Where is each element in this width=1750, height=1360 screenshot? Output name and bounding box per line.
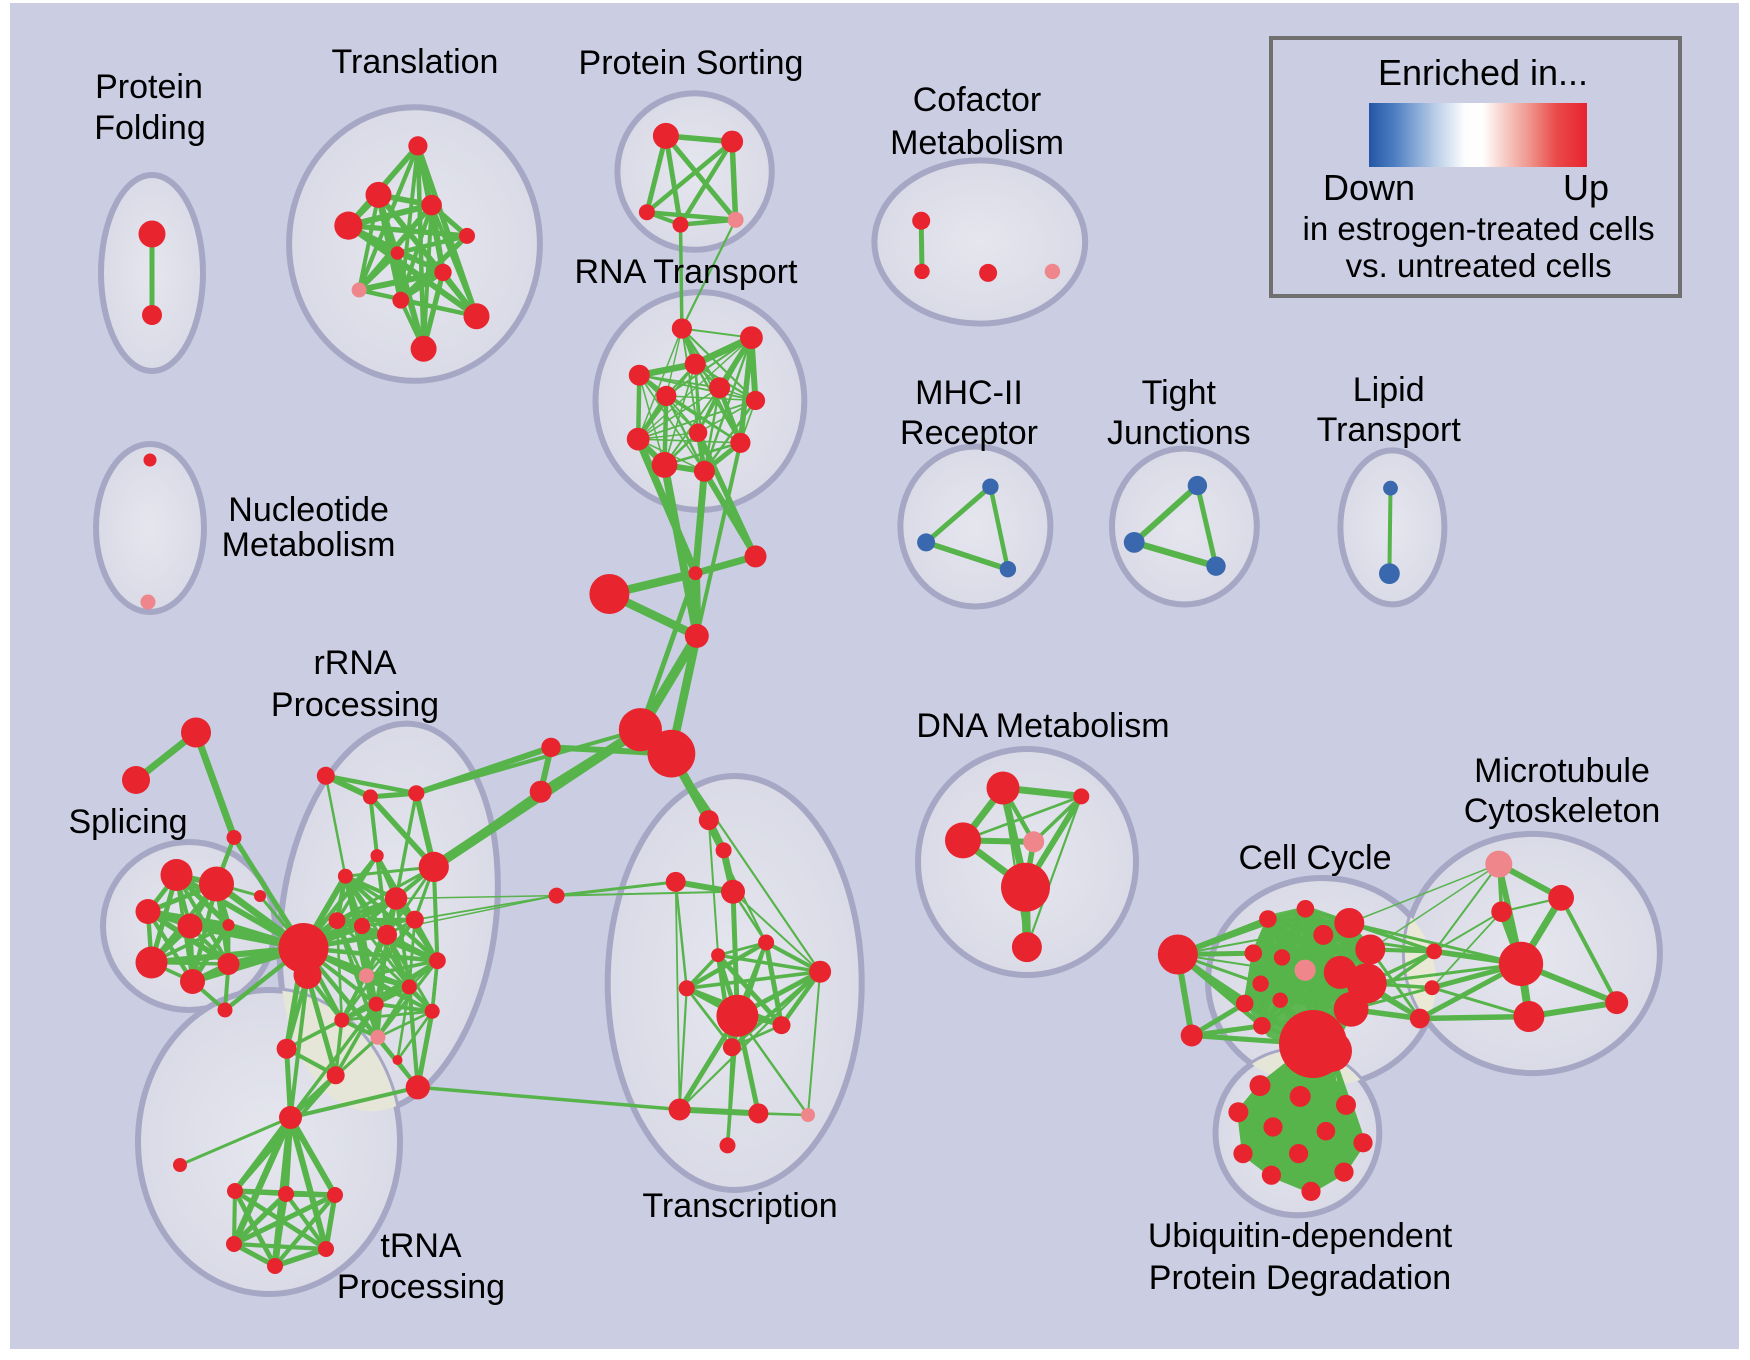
- svg-text:Transcription: Transcription: [642, 1187, 837, 1225]
- svg-text:Nucleotide: Nucleotide: [228, 491, 389, 529]
- svg-text:Processing: Processing: [271, 686, 439, 724]
- svg-text:Metabolism: Metabolism: [890, 124, 1064, 162]
- svg-text:DNA Metabolism: DNA Metabolism: [916, 707, 1169, 745]
- svg-text:vs. untreated cells: vs. untreated cells: [1346, 247, 1612, 284]
- svg-text:Tight: Tight: [1142, 374, 1217, 412]
- svg-text:Up: Up: [1563, 167, 1609, 208]
- svg-text:Splicing: Splicing: [68, 803, 187, 841]
- svg-text:Cytoskeleton: Cytoskeleton: [1464, 792, 1661, 830]
- svg-text:rRNA: rRNA: [313, 644, 396, 682]
- svg-text:Enriched in...: Enriched in...: [1378, 52, 1588, 93]
- svg-text:tRNA: tRNA: [380, 1227, 462, 1265]
- svg-text:Microtubule: Microtubule: [1474, 752, 1650, 790]
- svg-text:Translation: Translation: [332, 43, 499, 81]
- svg-text:Metabolism: Metabolism: [222, 526, 396, 564]
- svg-text:RNA Transport: RNA Transport: [575, 253, 799, 291]
- svg-text:Junctions: Junctions: [1107, 414, 1251, 452]
- svg-text:Cofactor: Cofactor: [913, 81, 1042, 119]
- svg-text:in estrogen-treated cells: in estrogen-treated cells: [1302, 210, 1654, 247]
- svg-text:Protein: Protein: [95, 68, 203, 106]
- svg-text:Ubiquitin-dependent: Ubiquitin-dependent: [1148, 1217, 1453, 1255]
- svg-text:Lipid: Lipid: [1353, 371, 1425, 409]
- svg-text:Processing: Processing: [337, 1268, 505, 1306]
- svg-text:Folding: Folding: [94, 109, 206, 147]
- svg-text:MHC-II: MHC-II: [915, 374, 1023, 412]
- svg-text:Cell Cycle: Cell Cycle: [1238, 839, 1391, 877]
- svg-text:Transport: Transport: [1317, 411, 1462, 449]
- svg-text:Protein Degradation: Protein Degradation: [1149, 1259, 1451, 1297]
- svg-text:Receptor: Receptor: [900, 414, 1038, 452]
- svg-text:Protein Sorting: Protein Sorting: [579, 44, 804, 82]
- svg-text:Down: Down: [1323, 167, 1415, 208]
